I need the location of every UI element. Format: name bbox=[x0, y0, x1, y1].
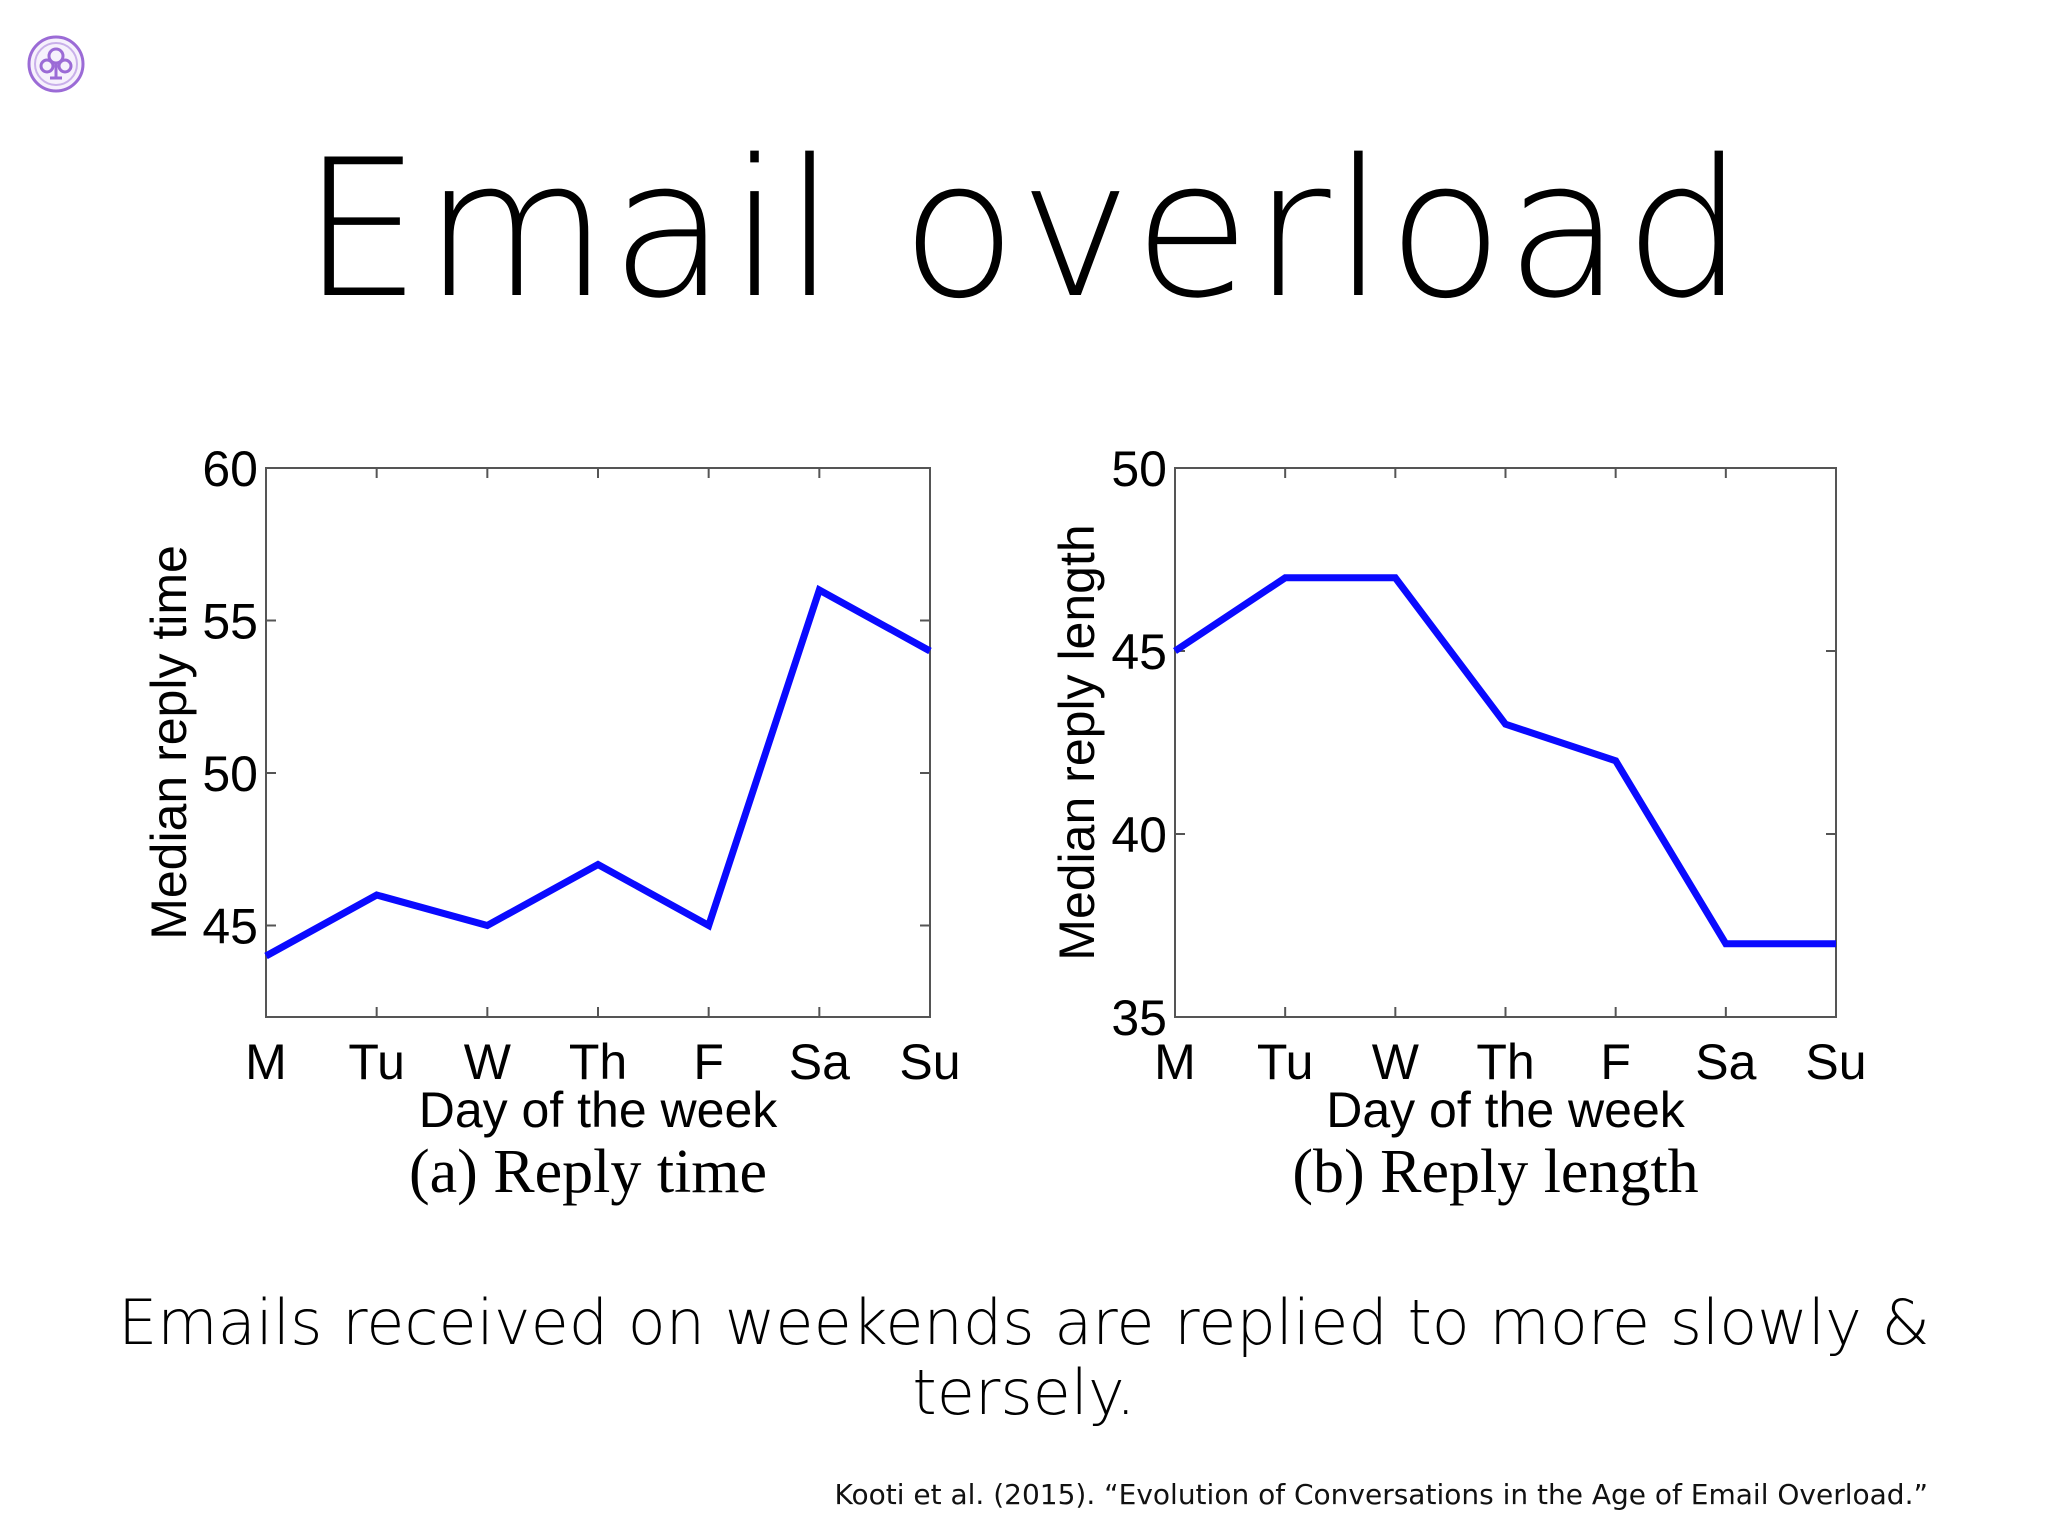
chart-b-x-tick-label: M bbox=[1154, 1034, 1196, 1090]
chart-b-x-tick-label: F bbox=[1600, 1034, 1631, 1090]
chart-b-caption: (b) Reply length bbox=[1292, 1138, 1698, 1206]
chart-b-y-tick-label: 50 bbox=[1111, 441, 1167, 497]
university-seal-icon bbox=[27, 35, 85, 93]
slide-subtitle: Emails received on weekends are replied … bbox=[118, 1286, 1930, 1429]
chart-b-x-tick-label: Su bbox=[1805, 1034, 1866, 1090]
chart-a-x-tick-label: Th bbox=[569, 1034, 627, 1090]
chart-b-y-tick-label: 45 bbox=[1111, 624, 1167, 680]
chart-a-caption: (a) Reply time bbox=[409, 1138, 767, 1206]
chart-a-x-tick-label: Su bbox=[899, 1034, 960, 1090]
chart-b-y-tick-label: 35 bbox=[1111, 990, 1167, 1046]
chart-b-y-axis-title: Median reply length bbox=[1049, 524, 1105, 960]
chart-a-plot-frame bbox=[265, 467, 931, 1018]
chart-a-x-tick-label: M bbox=[245, 1034, 287, 1090]
chart-a-y-tick-label: 55 bbox=[202, 594, 258, 650]
chart-a-y-tick-label: 50 bbox=[202, 746, 258, 802]
citation: Kooti et al. (2015). “Evolution of Conve… bbox=[834, 1478, 1929, 1511]
chart-a-x-tick-label: W bbox=[464, 1034, 512, 1090]
chart-a-x-tick-label: Sa bbox=[789, 1034, 850, 1090]
chart-b-x-tick-label: W bbox=[1372, 1034, 1420, 1090]
chart-b-series-line bbox=[1173, 574, 1836, 948]
chart-b-x-tick-label: Sa bbox=[1695, 1034, 1756, 1090]
chart-a-series-line bbox=[264, 584, 932, 960]
chart-b-x-tick-label: Th bbox=[1476, 1034, 1534, 1090]
slide-title: Email overload bbox=[301, 119, 1747, 340]
chart-b-x-tick-label: Tu bbox=[1257, 1034, 1314, 1090]
chart-a-x-axis-title: Day of the week bbox=[419, 1082, 779, 1138]
chart-a-x-tick-label: F bbox=[693, 1034, 724, 1090]
chart-a-y-tick-label: 45 bbox=[202, 899, 258, 955]
chart-a-y-tick-label: 60 bbox=[202, 441, 258, 497]
chart-b-x-axis-title: Day of the week bbox=[1326, 1082, 1686, 1138]
chart-a-y-axis-title: Median reply time bbox=[141, 545, 197, 940]
chart-a-x-tick-label: Tu bbox=[348, 1034, 405, 1090]
chart-b-y-tick-label: 40 bbox=[1111, 807, 1167, 863]
chart-b-plot-frame bbox=[1174, 467, 1837, 1018]
